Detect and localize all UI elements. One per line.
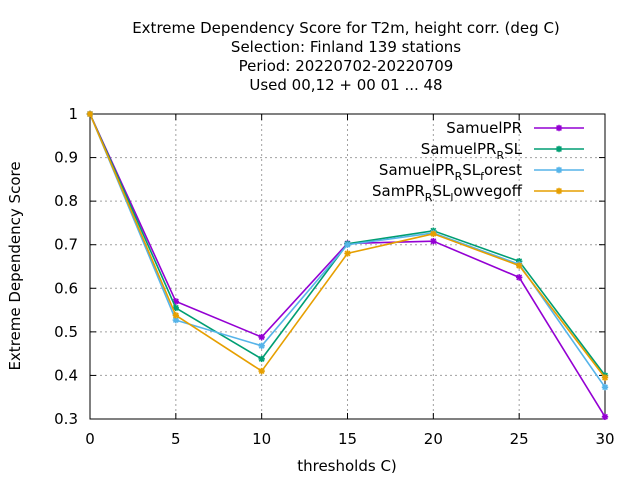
data-point [515,274,523,281]
data-point [430,238,437,245]
x-tick-label: 20 [424,430,443,448]
y-tick-label: 0.4 [54,366,78,384]
legend-label: SamuelPRRSL [421,140,523,162]
legend-label: SamPRRSLlowvegoff [372,182,523,204]
series-sampr-rsl-lowvegoff [86,110,609,381]
data-point [555,166,563,174]
y-axis-label: Extreme Dependency Score [6,161,24,370]
x-tick-label: 25 [510,430,529,448]
x-tick-label: 10 [252,430,271,448]
chart-title-line: Extreme Dependency Score for T2m, height… [132,19,560,37]
y-tick-label: 0.3 [54,410,78,428]
x-tick-label: 5 [171,430,181,448]
chart-title-line: Selection: Finland 139 stations [231,38,461,56]
axis-ticks: 0 5 10 15 20 25 30 0.3 0.4 0.5 0.6 0.7 0.8 0.9 1 [54,105,614,448]
data-point [515,262,523,269]
chart-title-line: Period: 20220702-20220709 [239,57,454,75]
y-tick-label: 1 [68,105,78,123]
data-point [430,230,437,238]
data-point [258,367,265,375]
y-tick-label: 0.7 [54,236,78,254]
y-tick-label: 0.6 [54,279,78,297]
legend-item: SamuelPRRSL [421,140,584,162]
chart-title: Extreme Dependency Score for T2m, height… [132,19,560,94]
data-point [258,355,265,363]
x-tick-label: 30 [595,430,614,448]
data-point [344,250,351,257]
legend-item: SamPRRSLlowvegoff [372,182,584,204]
data-point [172,304,180,312]
data-point [555,124,563,132]
data-point [86,110,94,118]
data-point [258,342,265,349]
data-point [344,241,351,248]
legend-item: SamuelPR [446,119,584,137]
x-axis-label: thresholds C) [297,457,397,475]
legend-item: SamuelPRRSLforest [379,161,584,183]
x-tick-label: 15 [338,430,357,448]
series-group [86,110,609,421]
data-point [555,145,563,153]
data-point [601,374,609,381]
y-tick-label: 0.9 [54,149,78,167]
data-point [601,383,609,391]
data-point [172,312,180,319]
data-point [601,413,609,421]
legend: SamuelPR SamuelPRRSLSamuelPRRSLforestSamP… [372,119,584,204]
y-tick-label: 0.5 [54,323,78,341]
data-point [555,187,563,195]
legend-label: SamuelPRRSLforest [379,161,522,183]
y-tick-label: 0.8 [54,192,78,210]
chart-title-line: Used 00,12 + 00 01 ... 48 [249,76,442,94]
legend-label: SamuelPR [446,119,522,137]
grid-lines [90,114,605,419]
x-tick-label: 0 [85,430,95,448]
data-point [172,298,180,305]
data-point [258,333,265,341]
